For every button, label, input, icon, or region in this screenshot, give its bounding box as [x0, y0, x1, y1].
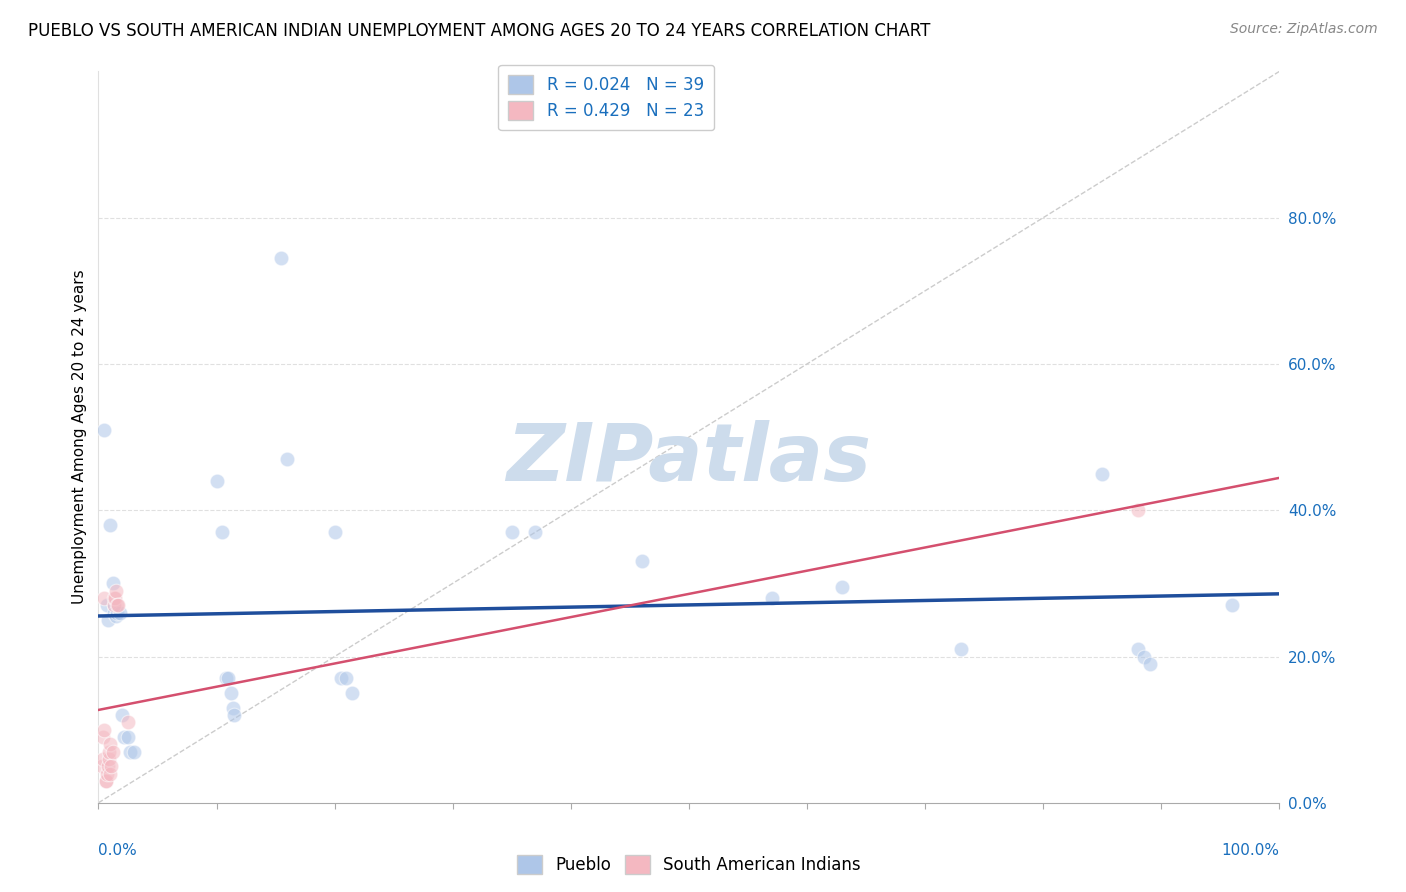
- Text: 100.0%: 100.0%: [1222, 843, 1279, 858]
- Point: [105, 583, 128, 598]
- Point: [96, 766, 118, 780]
- Point: [1126, 503, 1149, 517]
- Point: [94, 773, 117, 788]
- Point: [98, 517, 121, 532]
- Point: [101, 745, 124, 759]
- Point: [94, 773, 117, 788]
- Point: [96, 599, 118, 613]
- Point: [1091, 467, 1114, 481]
- Point: [342, 686, 364, 700]
- Point: [112, 730, 135, 744]
- Point: [335, 672, 357, 686]
- Point: [501, 525, 523, 540]
- Point: [100, 759, 122, 773]
- Point: [98, 752, 121, 766]
- Point: [1126, 642, 1149, 657]
- Text: 0.0%: 0.0%: [98, 843, 138, 858]
- Point: [224, 708, 246, 723]
- Point: [120, 745, 142, 759]
- Point: [1220, 599, 1243, 613]
- Point: [97, 759, 120, 773]
- Point: [101, 576, 124, 591]
- Point: [122, 745, 145, 759]
- Text: PUEBLO VS SOUTH AMERICAN INDIAN UNEMPLOYMENT AMONG AGES 20 TO 24 YEARS CORRELATI: PUEBLO VS SOUTH AMERICAN INDIAN UNEMPLOY…: [28, 22, 931, 40]
- Point: [117, 730, 139, 744]
- Point: [217, 672, 239, 686]
- Point: [91, 752, 114, 766]
- Point: [222, 700, 245, 714]
- Point: [98, 745, 121, 759]
- Point: [205, 474, 228, 488]
- Text: ZIPatlas: ZIPatlas: [506, 420, 872, 498]
- Point: [103, 599, 125, 613]
- Point: [105, 606, 128, 620]
- Point: [1139, 657, 1161, 671]
- Point: [831, 580, 853, 594]
- Point: [329, 672, 352, 686]
- Point: [211, 525, 233, 540]
- Point: [97, 613, 120, 627]
- Point: [93, 723, 115, 737]
- Legend: Pueblo, South American Indians: Pueblo, South American Indians: [509, 847, 869, 882]
- Point: [93, 591, 115, 605]
- Point: [103, 606, 125, 620]
- Point: [93, 423, 115, 437]
- Point: [219, 686, 242, 700]
- Point: [949, 642, 972, 657]
- Point: [105, 599, 128, 613]
- Point: [104, 591, 127, 605]
- Point: [108, 606, 131, 620]
- Text: Source: ZipAtlas.com: Source: ZipAtlas.com: [1230, 22, 1378, 37]
- Point: [91, 759, 114, 773]
- Point: [270, 251, 292, 265]
- Point: [215, 672, 238, 686]
- Point: [524, 525, 547, 540]
- Point: [103, 599, 125, 613]
- Point: [117, 715, 139, 730]
- Y-axis label: Unemployment Among Ages 20 to 24 years: Unemployment Among Ages 20 to 24 years: [72, 269, 87, 605]
- Point: [323, 525, 346, 540]
- Point: [111, 708, 134, 723]
- Point: [107, 599, 129, 613]
- Point: [630, 554, 652, 568]
- Point: [98, 766, 121, 780]
- Point: [105, 609, 128, 624]
- Point: [91, 730, 114, 744]
- Point: [276, 452, 298, 467]
- Point: [761, 591, 783, 605]
- Point: [98, 737, 121, 751]
- Point: [103, 591, 125, 605]
- Point: [1132, 649, 1154, 664]
